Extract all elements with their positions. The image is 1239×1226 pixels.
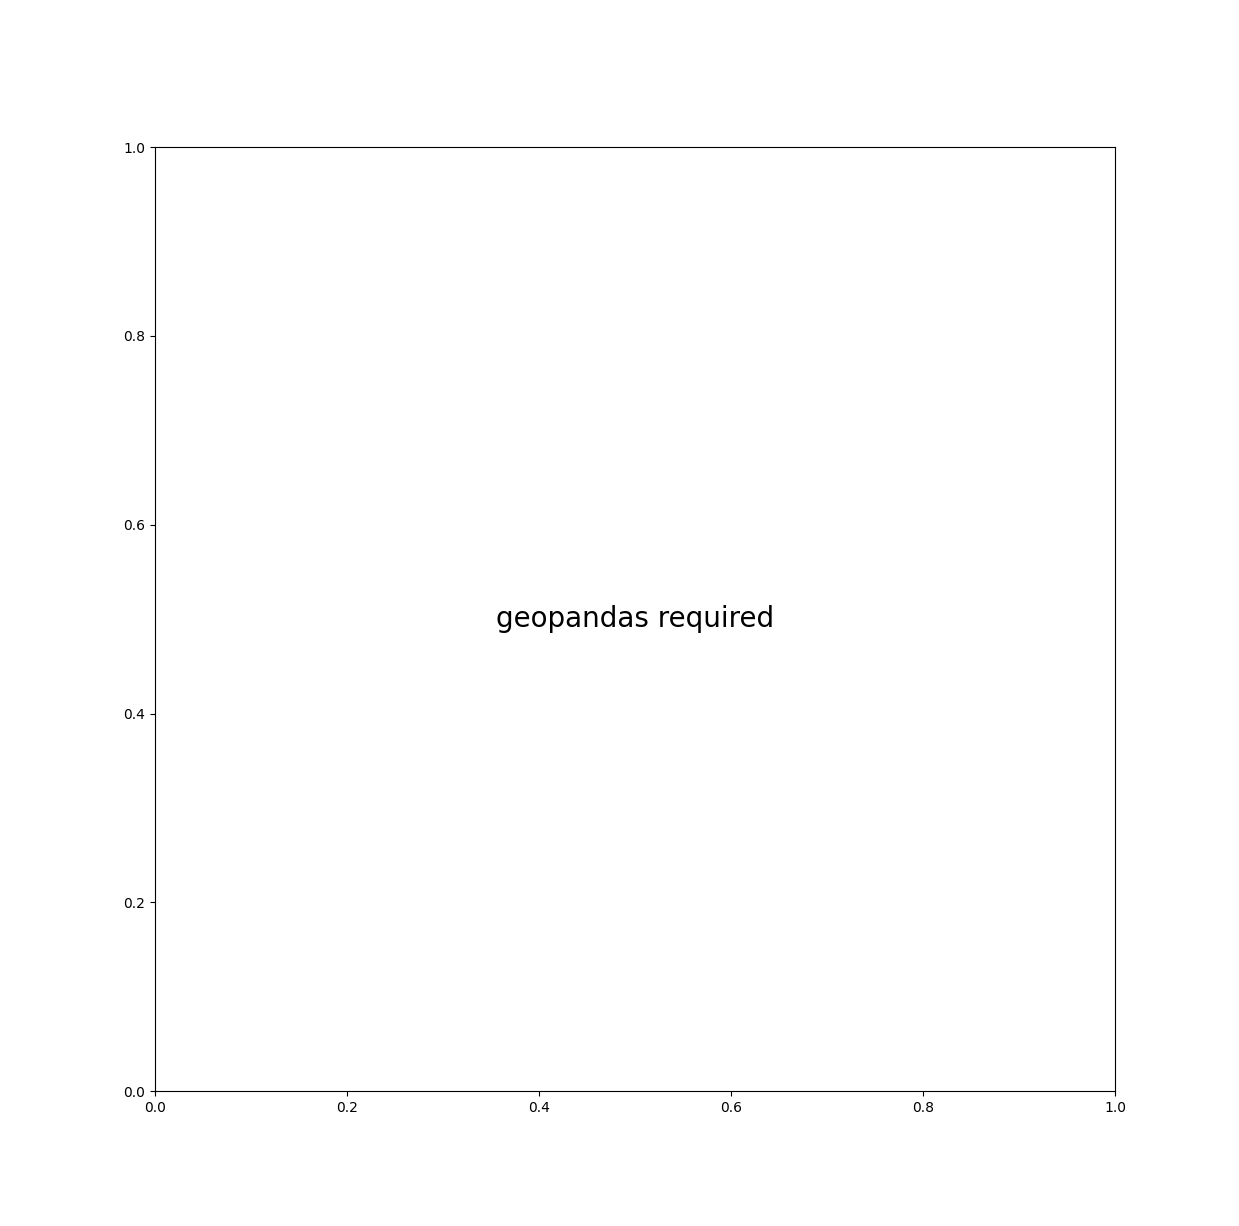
Text: geopandas required: geopandas required <box>496 606 774 633</box>
